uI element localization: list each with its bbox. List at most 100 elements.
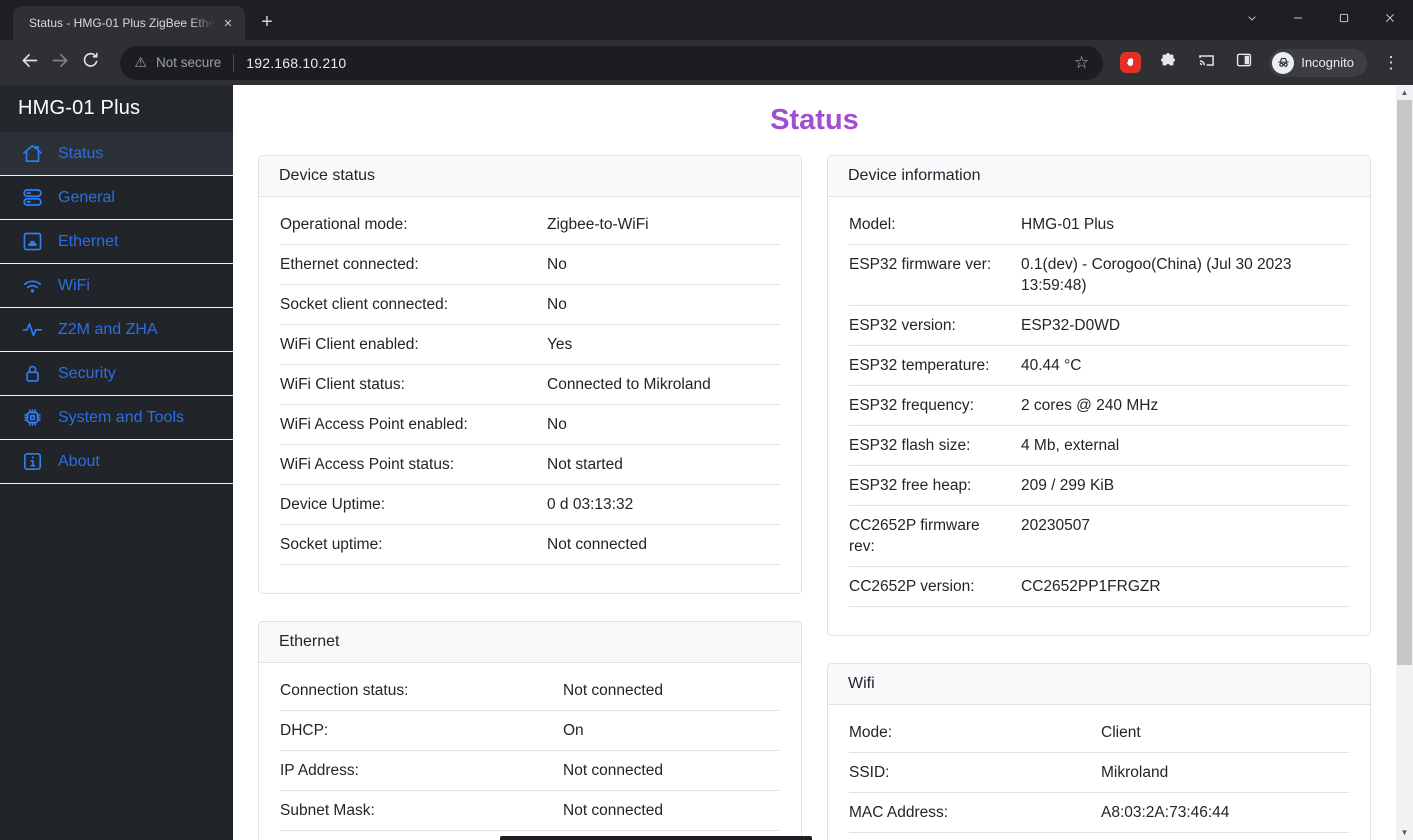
- browser-menu-button[interactable]: ⋮: [1379, 53, 1403, 73]
- table-row: CC2652P version: CC2652PP1FRGZR: [849, 567, 1349, 607]
- tab-search-button[interactable]: [1229, 0, 1275, 40]
- row-label: IP Address:: [280, 762, 359, 779]
- table-row: SSID: Mikroland: [849, 753, 1349, 793]
- row-label: ESP32 free heap:: [849, 477, 972, 494]
- extensions-area: Incognito ⋮: [1117, 48, 1403, 77]
- row-label: Device Uptime:: [280, 496, 386, 513]
- row-label: WiFi Access Point status:: [280, 456, 454, 473]
- row-label: ESP32 temperature:: [849, 357, 990, 374]
- sidebar-item-label: Security: [58, 364, 116, 382]
- browser-tab[interactable]: Status - HMG-01 Plus ZigBee Ethern ✕: [13, 6, 245, 40]
- table-row: Mode: Client: [849, 713, 1349, 753]
- incognito-spy-icon: [1272, 51, 1295, 74]
- row-value: Not connected: [563, 762, 663, 779]
- row-value: Not connected: [563, 802, 663, 819]
- minimize-icon: [1290, 10, 1306, 31]
- kebab-menu-icon: ⋮: [1382, 52, 1400, 72]
- back-arrow-icon: [19, 50, 40, 76]
- row-label: Socket client connected:: [280, 296, 449, 313]
- scroll-down-icon[interactable]: ▼: [1400, 828, 1409, 837]
- maximize-button[interactable]: [1321, 0, 1367, 40]
- row-value: A8:03:2A:73:46:44: [1101, 804, 1230, 821]
- sidebar-item-wifi[interactable]: WiFi: [0, 264, 233, 308]
- cast-button[interactable]: [1193, 50, 1219, 76]
- scroll-up-icon[interactable]: ▲: [1400, 88, 1409, 97]
- reload-button[interactable]: [76, 47, 107, 79]
- table-row: ESP32 firmware ver: 0.1(dev) - Corogoo(Ch…: [849, 245, 1349, 306]
- row-value: 0 d 03:13:32: [547, 496, 634, 513]
- home-icon: [20, 141, 45, 166]
- wifi-icon: [20, 273, 45, 298]
- side-panel-button[interactable]: [1231, 50, 1257, 76]
- row-value: Yes: [547, 336, 573, 353]
- row-value: Not connected: [563, 682, 663, 699]
- chevron-down-icon: [1244, 10, 1260, 31]
- row-label: Operational mode:: [280, 216, 408, 233]
- sidebar-item-general[interactable]: General: [0, 176, 233, 220]
- chip-icon: [20, 405, 45, 430]
- card-title: Wifi: [828, 664, 1370, 705]
- row-value: CC2652PP1FRGZR: [1021, 578, 1161, 595]
- taskbar-edge: [500, 836, 812, 840]
- tab-strip: Status - HMG-01 Plus ZigBee Ethern ✕ +: [0, 0, 1413, 40]
- close-button[interactable]: [1367, 0, 1413, 40]
- page-viewport: HMG-01 Plus Status General Ethernet WiFi Z2M…: [0, 85, 1396, 840]
- minimize-button[interactable]: [1275, 0, 1321, 40]
- incognito-badge[interactable]: Incognito: [1269, 48, 1367, 77]
- card-device-information: Device information Model: HMG-01 Plus ESP32…: [827, 155, 1371, 636]
- address-bar[interactable]: ⚠ Not secure 192.168.10.210 ☆: [120, 45, 1104, 80]
- row-label: WiFi Client status:: [280, 376, 405, 393]
- row-label: ESP32 flash size:: [849, 437, 971, 454]
- row-label: Socket uptime:: [280, 536, 383, 553]
- main-content: Status Device status Operational mode: Zig…: [233, 85, 1396, 840]
- row-value: 0.1(dev) - Corogoo(China) (Jul 30 2023 1…: [1021, 256, 1292, 294]
- back-button[interactable]: [14, 47, 45, 79]
- table-row: IP Address: Not connected: [280, 751, 780, 791]
- table-row: WiFi Client enabled: Yes: [280, 325, 780, 365]
- sidebar-item-about[interactable]: About: [0, 440, 233, 484]
- bookmark-star-icon[interactable]: ☆: [1073, 52, 1090, 72]
- new-tab-button[interactable]: +: [253, 8, 281, 36]
- row-value: HMG-01 Plus: [1021, 216, 1115, 233]
- security-label[interactable]: Not secure: [155, 55, 222, 70]
- sidebar-item-status[interactable]: Status: [0, 132, 233, 176]
- row-value: On: [563, 722, 584, 739]
- row-value: Zigbee-to-WiFi: [547, 216, 649, 233]
- sidebar-item-system-and-tools[interactable]: System and Tools: [0, 396, 233, 440]
- row-value: 4 Mb, external: [1021, 437, 1120, 454]
- page-title: Status: [770, 104, 859, 136]
- forward-button[interactable]: [45, 47, 76, 79]
- table-row: Socket client connected: No: [280, 285, 780, 325]
- table-row: WiFi Client status: Connected to Mikrolan…: [280, 365, 780, 405]
- sidebar-item-ethernet[interactable]: Ethernet: [0, 220, 233, 264]
- url-text[interactable]: 192.168.10.210: [246, 54, 347, 71]
- scrollbar-thumb[interactable]: [1397, 100, 1412, 665]
- row-label: MAC Address:: [849, 804, 949, 821]
- ethernet-icon: [20, 229, 45, 254]
- row-label: DHCP:: [280, 722, 329, 739]
- row-label: Connection status:: [280, 682, 409, 699]
- table-row: CC2652P firmware rev: 20230507: [849, 506, 1349, 567]
- vertical-scrollbar[interactable]: ▲ ▼: [1396, 85, 1413, 840]
- adblock-extension-button[interactable]: [1117, 50, 1143, 76]
- sidebar-item-z2m-and-zha[interactable]: Z2M and ZHA: [0, 308, 233, 352]
- maximize-icon: [1336, 10, 1352, 31]
- tab-close-icon[interactable]: ✕: [223, 17, 233, 30]
- extensions-button[interactable]: [1155, 50, 1181, 76]
- row-value: ESP32-D0WD: [1021, 317, 1121, 334]
- card-body: Connection status: Not connected DHCP: On IP…: [259, 663, 801, 840]
- card-body: Mode: Client SSID: Mikroland MAC Address: A8:…: [828, 705, 1370, 840]
- row-value: Mikroland: [1101, 764, 1169, 781]
- not-secure-warning-icon: ⚠: [134, 54, 147, 70]
- sidebar-item-label: System and Tools: [58, 408, 184, 426]
- right-column: Device information Model: HMG-01 Plus ESP32…: [827, 155, 1371, 840]
- table-row: ESP32 flash size: 4 Mb, external: [849, 426, 1349, 466]
- table-row: Ethernet connected: No: [280, 245, 780, 285]
- card-wifi: Wifi Mode: Client SSID: Mikroland MAC Address…: [827, 663, 1371, 840]
- row-value: Not connected: [547, 536, 647, 553]
- cast-icon: [1196, 50, 1217, 76]
- sidebar-item-security[interactable]: Security: [0, 352, 233, 396]
- sidebar-title: HMG-01 Plus: [0, 85, 233, 132]
- row-value: Not started: [547, 456, 623, 473]
- table-row: Subnet Mask: Not connected: [280, 791, 780, 831]
